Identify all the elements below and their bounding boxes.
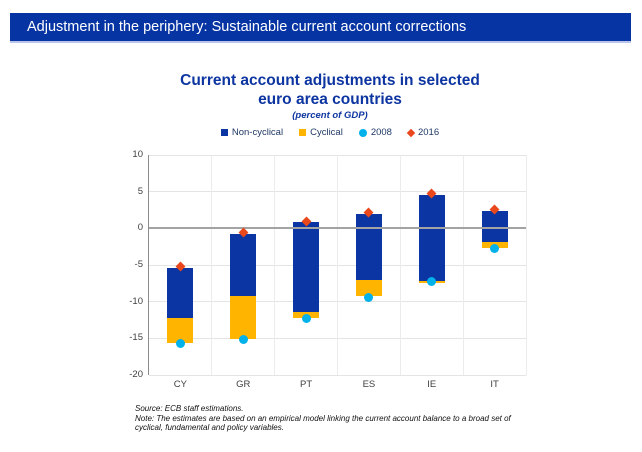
legend-label-2016: 2016 <box>417 127 440 138</box>
bar-non-cyclical-ES <box>355 213 382 280</box>
gridline-y--20 <box>149 374 526 376</box>
y-axis-label--15: -15 <box>129 332 143 344</box>
bar-non-cyclical-IE <box>418 195 445 282</box>
point-2008-IT <box>490 244 500 254</box>
gridline-x-2 <box>274 155 276 375</box>
point-2008-GR <box>238 335 248 345</box>
chart-title-line1: Current account adjustments in selected <box>180 72 480 89</box>
legend-marker-cyclical-icon <box>299 129 307 136</box>
chart-title-line2: euro area countries <box>258 91 402 108</box>
legend-label-2008: 2008 <box>370 127 392 138</box>
footnote-note-line2: cyclical, fundamental and policy variabl… <box>135 423 284 433</box>
legend-label-non-cyclical: Non-cyclical <box>231 127 284 138</box>
bar-non-cyclical-GR <box>230 234 257 296</box>
point-2008-ES <box>364 292 374 302</box>
footnote-source: Source: ECB staff estimations. <box>135 404 244 413</box>
legend-marker-2016-icon <box>406 128 416 137</box>
x-axis-label-IE: IE <box>427 379 437 390</box>
y-axis-label--20: -20 <box>129 369 143 380</box>
gridline-x-3 <box>337 155 338 375</box>
bar-cyclical-ES <box>355 279 382 296</box>
zero-gridline <box>149 227 526 230</box>
x-axis-label-IT: IT <box>490 379 499 390</box>
slide-header-bar: Adjustment in the periphery: Sustainable… <box>10 13 631 43</box>
x-axis-label-GR: GR <box>236 379 251 390</box>
bar-non-cyclical-PT <box>293 221 320 312</box>
chart-title: Current account adjustments in selected … <box>18 71 642 109</box>
point-2008-PT <box>301 314 311 324</box>
x-axis-label-ES: ES <box>362 379 376 390</box>
slide-header-title: Adjustment in the periphery: Sustainable… <box>27 19 467 35</box>
legend-item-non-cyclical: Non-cyclical <box>220 127 284 138</box>
bar-cyclical-GR <box>230 295 257 340</box>
gridline-x-6 <box>525 155 527 375</box>
point-2008-IE <box>427 276 437 286</box>
y-axis-label--5: -5 <box>134 259 143 270</box>
legend: Non-cyclical Cyclical 2008 2016 <box>18 127 642 138</box>
legend-item-cyclical: Cyclical <box>299 127 343 138</box>
bar-cyclical-CY <box>167 317 194 343</box>
legend-label-cyclical: Cyclical <box>310 127 343 138</box>
y-axis-label-10: 10 <box>132 149 143 160</box>
point-2008-CY <box>175 338 185 348</box>
footnotes: Source: ECB staff estimations. Note: The… <box>135 404 575 433</box>
footnote-note-line1: Note: The estimates are based on an empi… <box>135 413 511 423</box>
plot-area: 10 5 0 -5 -10 -15 -20 CY GR PT ES IE IT <box>129 149 527 390</box>
legend-item-2008: 2008 <box>358 127 392 138</box>
y-axis-label--10: -10 <box>129 295 143 307</box>
chart-subtitle: (percent of GDP) <box>292 110 368 121</box>
gridline-x-5 <box>462 155 464 375</box>
legend-marker-2008-icon <box>358 128 367 137</box>
legend-marker-non-cyclical-icon <box>220 129 228 136</box>
y-axis-label-0: 0 <box>137 222 143 234</box>
gridline-x-4 <box>399 155 401 375</box>
bar-non-cyclical-CY <box>167 267 194 318</box>
x-axis-label-CY: CY <box>173 379 187 390</box>
gridline-x-1 <box>211 155 213 375</box>
x-axis-label-PT: PT <box>300 379 313 390</box>
y-axis-label-5: 5 <box>137 185 143 197</box>
bar-non-cyclical-IT <box>481 210 508 242</box>
legend-item-2016: 2016 <box>406 127 440 138</box>
